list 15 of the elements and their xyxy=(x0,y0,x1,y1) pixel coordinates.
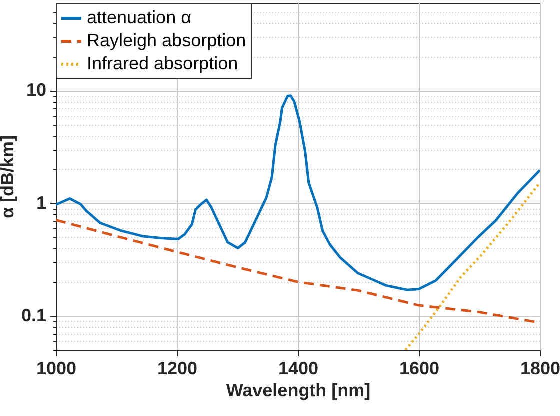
legend-label: attenuation α xyxy=(87,8,192,28)
x-tick-label: 1200 xyxy=(157,358,198,378)
x-tick-label: 1800 xyxy=(520,358,560,378)
legend-label: Rayleigh absorption xyxy=(87,30,246,50)
y-tick-label: 0.1 xyxy=(21,306,46,326)
y-tick-label: 1 xyxy=(36,192,46,213)
x-tick-label: 1600 xyxy=(399,358,440,378)
legend-label: Infrared absorption xyxy=(87,54,238,74)
y-axis-title: α [dB/km] xyxy=(0,135,18,219)
x-tick-label: 1400 xyxy=(278,358,319,378)
x-tick-label: 1000 xyxy=(36,358,77,378)
y-tick-label: 10 xyxy=(26,80,46,100)
x-axis-title: Wavelength [nm] xyxy=(226,380,371,400)
line-series xyxy=(404,182,540,350)
line-series xyxy=(56,94,540,292)
